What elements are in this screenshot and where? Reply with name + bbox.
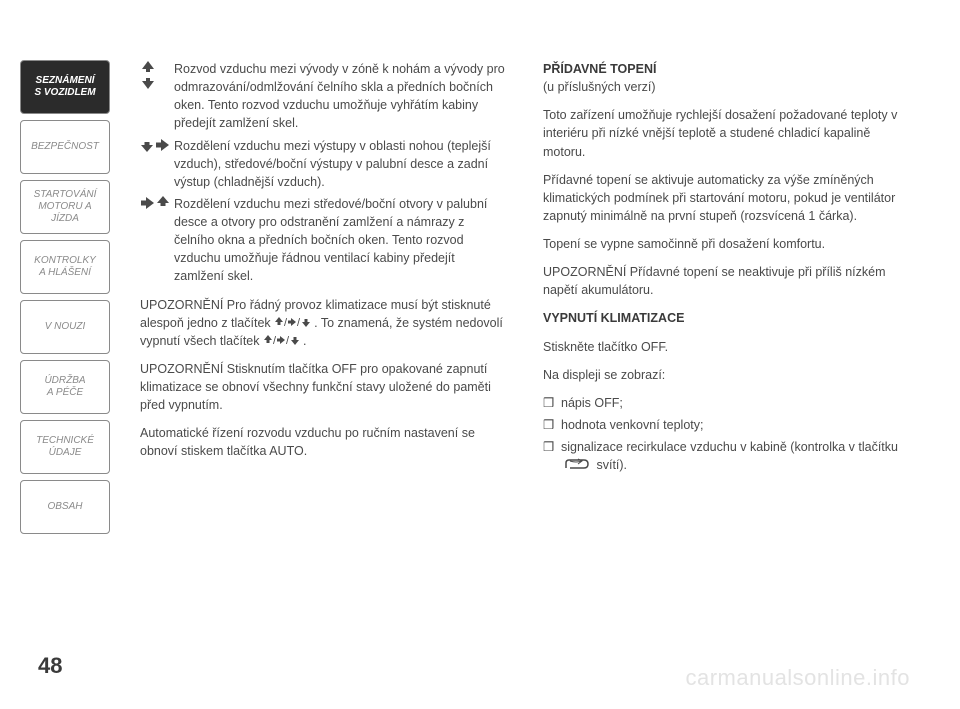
sidebar-label: TECHNICKÉÚDAJE [36,435,94,459]
sidebar-item-seznameni[interactable]: SEZNÁMENÍS VOZIDLEM [20,60,110,114]
sidebar-nav: SEZNÁMENÍS VOZIDLEM BEZPEČNOST STARTOVÁN… [20,60,110,540]
paragraph: Automatické řízení rozvodu vzduchu po ru… [140,424,507,460]
sidebar-label: OBSAH [47,501,82,513]
content-area: Rozvod vzduchu mezi vývody v zóně k nohá… [140,60,910,479]
text: . [303,334,306,348]
air-distribution-row: Rozdělení vzduchu mezi středové/boční ot… [140,195,507,286]
sidebar-item-technicke[interactable]: TECHNICKÉÚDAJE [20,420,110,474]
heading-additional-heating: PŘÍDAVNÉ TOPENÍ (u příslušných verzí) [543,60,910,96]
air-distribution-text: Rozdělení vzduchu mezi výstupy v oblasti… [174,137,507,191]
sidebar-item-obsah[interactable]: OBSAH [20,480,110,534]
arrow-up-down-icon [140,60,174,133]
air-distribution-text: Rozvod vzduchu mezi vývody v zóně k nohá… [174,60,507,133]
page: SEZNÁMENÍS VOZIDLEM BEZPEČNOST STARTOVÁN… [0,0,960,709]
svg-text:/: / [297,317,301,328]
list-item: ❒ signalizace recirkulace vzduchu v kabi… [543,438,910,475]
heading-text: PŘÍDAVNÉ TOPENÍ [543,62,656,76]
bullet-marker-icon: ❒ [543,438,561,475]
paragraph-notice: UPOZORNĚNÍ Pro řádný provoz klimatizace … [140,296,507,350]
air-distribution-text: Rozdělení vzduchu mezi středové/boční ot… [174,195,507,286]
bullet-marker-icon: ❒ [543,394,561,412]
heading-subtitle: (u příslušných verzí) [543,80,656,94]
paragraph: Stiskněte tlačítko OFF. [543,338,910,356]
left-column: Rozvod vzduchu mezi vývody v zóně k nohá… [140,60,507,479]
heading-off-climate: VYPNUTÍ KLIMATIZACE [543,309,910,327]
air-distribution-row: Rozvod vzduchu mezi vývody v zóně k nohá… [140,60,507,133]
svg-text:/: / [286,335,290,346]
air-distribution-row: Rozdělení vzduchu mezi výstupy v oblasti… [140,137,507,191]
paragraph-notice: UPOZORNĚNÍ Stisknutím tlačítka OFF pro o… [140,360,507,414]
sidebar-item-vnouzi[interactable]: V NOUZI [20,300,110,354]
sidebar-label: STARTOVÁNÍMOTORU A JÍZDA [27,189,103,225]
svg-text:/: / [284,317,288,328]
list-item: ❒ nápis OFF; [543,394,910,412]
arrow-sequence-icon: // [274,316,314,330]
recirculation-icon [564,457,590,475]
list-item-text: signalizace recirkulace vzduchu v kabině… [561,438,910,475]
paragraph: Na displeji se zobrazí: [543,366,910,384]
sidebar-item-startovani[interactable]: STARTOVÁNÍMOTORU A JÍZDA [20,180,110,234]
paragraph: Topení se vypne samočinně při dosažení k… [543,235,910,253]
arrow-sequence-icon: // [263,334,303,348]
arrow-right-up-icon [140,195,174,286]
paragraph: Přídavné topení se aktivuje automaticky … [543,171,910,225]
sidebar-label: BEZPEČNOST [31,141,99,153]
right-column: PŘÍDAVNÉ TOPENÍ (u příslušných verzí) To… [543,60,910,479]
text: signalizace recirkulace vzduchu v kabině… [561,440,898,454]
sidebar-label: KONTROLKYA HLÁŠENÍ [34,255,96,279]
svg-text:/: / [273,335,277,346]
list-item: ❒ hodnota venkovní teploty; [543,416,910,434]
watermark-text: carmanualsonline.info [685,665,910,691]
sidebar-item-bezpecnost[interactable]: BEZPEČNOST [20,120,110,174]
bullet-marker-icon: ❒ [543,416,561,434]
text: svítí). [593,458,627,472]
page-number: 48 [38,653,62,679]
arrow-down-right-icon [140,137,174,191]
sidebar-label: V NOUZI [45,321,86,333]
paragraph-notice: UPOZORNĚNÍ Přídavné topení se neaktivuje… [543,263,910,299]
sidebar-label: ÚDRŽBAA PÉČE [44,375,85,399]
sidebar-label: SEZNÁMENÍS VOZIDLEM [34,75,95,99]
paragraph: Toto zařízení umožňuje rychlejší dosažen… [543,106,910,160]
sidebar-item-udrzba[interactable]: ÚDRŽBAA PÉČE [20,360,110,414]
sidebar-item-kontrolky[interactable]: KONTROLKYA HLÁŠENÍ [20,240,110,294]
list-item-text: nápis OFF; [561,394,910,412]
list-item-text: hodnota venkovní teploty; [561,416,910,434]
